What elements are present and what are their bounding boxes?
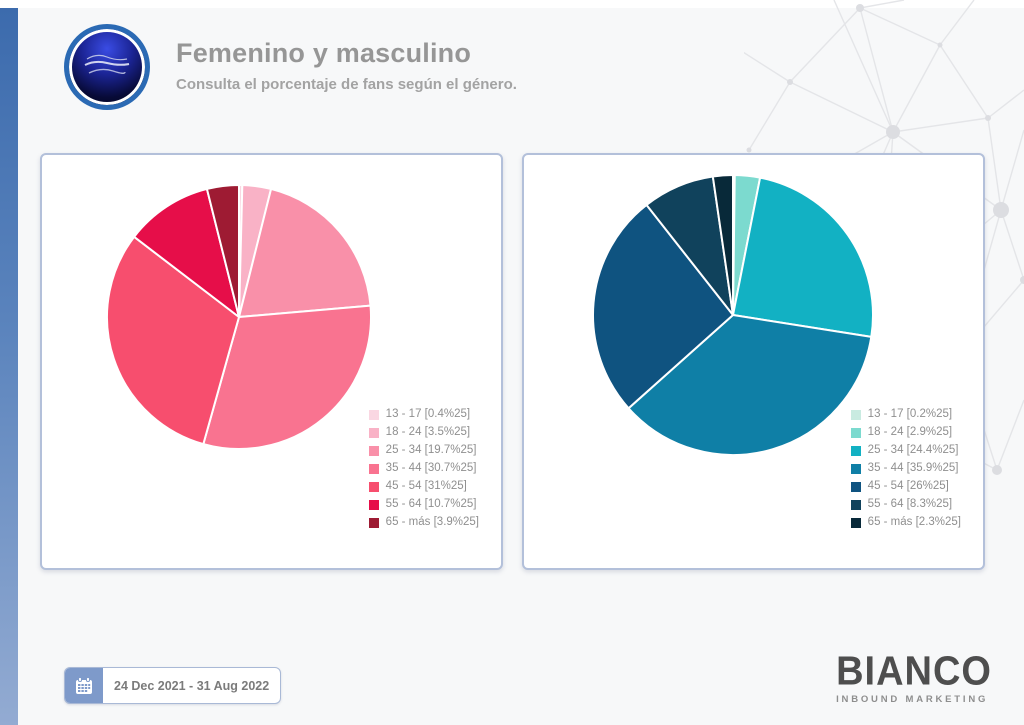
legend-item-masculino-4: 45 - 54 [26%25] — [850, 480, 961, 492]
footer-brand-tagline: INBOUND MARKETING — [836, 694, 989, 705]
legend-label: 25 - 34 [19.7%25] — [385, 444, 477, 456]
legend-item-femenino-0: 13 - 17 [0.4%25] — [368, 408, 479, 420]
legend-swatch — [368, 409, 379, 420]
legend-item-masculino-3: 35 - 44 [35.9%25] — [850, 462, 961, 474]
legend-swatch — [368, 517, 379, 528]
masculino-chart-card: 13 - 17 [0.2%25] 18 - 24 [2.9%25] 25 - 34 … — [522, 153, 985, 570]
legend-label: 55 - 64 [8.3%25] — [867, 498, 953, 510]
legend-swatch — [368, 481, 379, 492]
date-range-picker[interactable]: 24 Dec 2021 - 31 Aug 2022 — [64, 667, 282, 704]
legend-label: 35 - 44 [35.9%25] — [867, 462, 959, 474]
femenino-legend: 13 - 17 [0.4%25] 18 - 24 [3.5%25] 25 - 34 … — [368, 408, 479, 528]
legend-label: 13 - 17 [0.4%25] — [385, 408, 471, 420]
logo-emblem-scribble — [84, 54, 130, 74]
legend-label: 45 - 54 [26%25] — [867, 480, 949, 492]
left-accent-bar — [0, 8, 18, 725]
legend-label: 25 - 34 [24.4%25] — [867, 444, 959, 456]
legend-label: 13 - 17 [0.2%25] — [867, 408, 953, 420]
legend-swatch — [850, 499, 861, 510]
legend-label: 35 - 44 [30.7%25] — [385, 462, 477, 474]
legend-swatch — [368, 463, 379, 474]
page-title: Femenino y masculino — [176, 38, 472, 68]
legend-label: 65 - más [2.3%25] — [867, 516, 961, 528]
masculino-legend: 13 - 17 [0.2%25] 18 - 24 [2.9%25] 25 - 34 … — [850, 408, 961, 528]
footer-brand-name: BIANCO — [836, 648, 992, 695]
legend-swatch — [850, 409, 861, 420]
pie-slice-femenino-2[interactable] — [238, 187, 372, 318]
legend-swatch — [368, 499, 379, 510]
page-subtitle: Consulta el porcentaje de fans según el … — [176, 76, 517, 93]
pie-slice-femenino-3[interactable] — [202, 304, 372, 450]
legend-item-masculino-5: 55 - 64 [8.3%25] — [850, 498, 961, 510]
legend-item-masculino-1: 18 - 24 [2.9%25] — [850, 426, 961, 438]
pie-slice-femenino-5[interactable] — [133, 187, 240, 318]
footer-brand: BIANCO INBOUND MARKETING — [836, 651, 992, 705]
legend-item-femenino-3: 35 - 44 [30.7%25] — [368, 462, 479, 474]
pie-slice-masculino-6[interactable] — [711, 174, 734, 316]
legend-swatch — [368, 427, 379, 438]
date-range-label: 24 Dec 2021 - 31 Aug 2022 — [114, 678, 270, 693]
pie-slice-femenino-6[interactable] — [205, 184, 240, 318]
femenino-pie-chart — [106, 183, 372, 450]
legend-item-femenino-6: 65 - más [3.9%25] — [368, 516, 479, 528]
calendar-icon[interactable] — [65, 668, 103, 703]
page-header: Femenino y masculino Consulta el porcent… — [176, 38, 517, 93]
legend-swatch — [368, 445, 379, 456]
legend-label: 18 - 24 [2.9%25] — [867, 426, 953, 438]
brand-logo — [64, 24, 150, 110]
legend-item-masculino-0: 13 - 17 [0.2%25] — [850, 408, 961, 420]
legend-swatch — [850, 463, 861, 474]
legend-swatch — [850, 481, 861, 492]
legend-item-masculino-2: 25 - 34 [24.4%25] — [850, 444, 961, 456]
legend-swatch — [850, 445, 861, 456]
legend-label: 18 - 24 [3.5%25] — [385, 426, 471, 438]
legend-swatch — [850, 427, 861, 438]
legend-item-femenino-5: 55 - 64 [10.7%25] — [368, 498, 479, 510]
pie-slice-femenino-4[interactable] — [106, 235, 240, 446]
pie-slice-masculino-3[interactable] — [627, 314, 873, 456]
femenino-chart-card: 13 - 17 [0.4%25] 18 - 24 [3.5%25] 25 - 34 … — [40, 153, 503, 570]
masculino-pie-chart — [592, 173, 874, 456]
legend-swatch — [850, 517, 861, 528]
legend-label: 55 - 64 [10.7%25] — [385, 498, 477, 510]
legend-item-femenino-2: 25 - 34 [19.7%25] — [368, 444, 479, 456]
legend-label: 65 - más [3.9%25] — [385, 516, 479, 528]
pie-slice-masculino-2[interactable] — [732, 176, 874, 338]
legend-item-masculino-6: 65 - más [2.3%25] — [850, 516, 961, 528]
legend-item-femenino-1: 18 - 24 [3.5%25] — [368, 426, 479, 438]
legend-label: 45 - 54 [31%25] — [385, 480, 467, 492]
legend-item-femenino-4: 45 - 54 [31%25] — [368, 480, 479, 492]
pie-slice-masculino-4[interactable] — [592, 203, 734, 410]
